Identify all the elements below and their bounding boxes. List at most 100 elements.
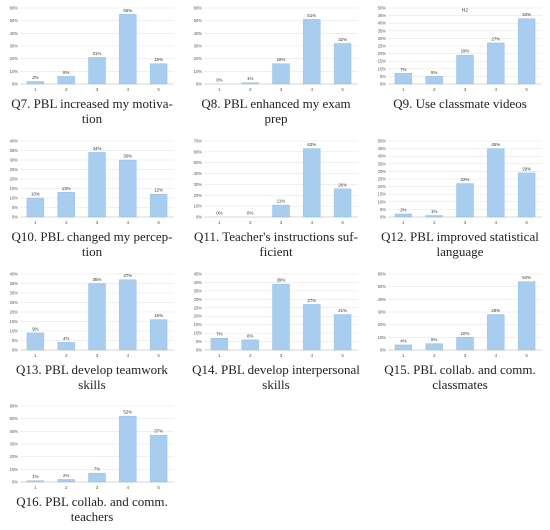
data-label: 55% xyxy=(123,8,132,13)
chart-panel: 0% 10% 20% 30% 40% 50% 60% 70% 0% 1 0% 2 11% 3 63% 4 26%… xyxy=(186,135,366,265)
data-label: 7% xyxy=(216,332,222,337)
data-label: 19% xyxy=(461,49,470,54)
x-tick-label: 1 xyxy=(34,87,37,92)
caption-line: classmates xyxy=(432,377,488,392)
y-tick-label: 25% xyxy=(194,305,203,310)
x-tick-label: 1 xyxy=(218,87,221,92)
caption-line: Q16. PBL collab. and comm. xyxy=(16,494,168,509)
chart-caption: Q10. PBL changed my percep-tion xyxy=(2,229,182,259)
y-tick-label: 20% xyxy=(194,56,203,61)
bar xyxy=(394,73,413,85)
bar xyxy=(487,148,505,218)
y-tick-label: 5% xyxy=(12,205,18,210)
x-tick-label: 1 xyxy=(218,220,221,225)
x-tick-label: 5 xyxy=(157,353,160,358)
bar xyxy=(149,194,168,218)
y-tick-label: 0% xyxy=(196,348,202,353)
x-tick-label: 4 xyxy=(495,87,498,92)
x-tick-label: 2 xyxy=(249,353,252,358)
data-label: 22% xyxy=(461,177,470,182)
data-label: 1% xyxy=(431,209,437,214)
y-tick-label: 45% xyxy=(194,272,203,277)
bar xyxy=(88,283,106,351)
x-tick-label: 2 xyxy=(249,220,252,225)
caption-line: Q9. Use classmate videos xyxy=(393,96,527,111)
x-tick-label: 2 xyxy=(65,353,68,358)
y-tick-label: 60% xyxy=(378,272,387,277)
caption-line: teachers xyxy=(70,509,114,524)
y-tick-label: 30% xyxy=(378,36,387,41)
y-tick-label: 30% xyxy=(10,158,19,163)
caption-line: Q7. PBL increased my motiva- xyxy=(11,96,173,111)
bar xyxy=(333,43,352,85)
y-tick-label: 60% xyxy=(194,6,203,11)
caption-line: Q13. PBL develop teamwork xyxy=(16,362,168,377)
data-label: 13% xyxy=(62,186,71,191)
bar xyxy=(57,342,75,351)
y-tick-label: 50% xyxy=(10,416,19,421)
data-label: 11% xyxy=(277,199,286,204)
y-tick-label: 20% xyxy=(378,322,387,327)
y-tick-label: 35% xyxy=(10,281,19,286)
data-label: 21% xyxy=(338,308,347,313)
x-tick-label: 5 xyxy=(157,485,160,490)
data-label: 29% xyxy=(522,166,531,171)
chart-caption: Q15. PBL collab. and comm. classmates xyxy=(370,362,550,392)
chart-panel: 0% 10% 20% 30% 40% 50% 60% 2% 1 6% 2 21% 3 55% 4 16% 5 Q7… xyxy=(2,2,182,132)
y-tick-label: 5% xyxy=(12,338,18,343)
y-tick-label: 10% xyxy=(10,329,19,334)
y-tick-label: 30% xyxy=(10,44,19,49)
y-tick-label: 0% xyxy=(380,215,386,220)
y-tick-label: 20% xyxy=(10,177,19,182)
data-label: 2% xyxy=(32,75,38,80)
chart-panel: 0% 10% 20% 30% 40% 50% 60% 4% 1 5% 2 10% 3 28% 4 54% 5 Q1… xyxy=(370,268,550,398)
y-tick-label: 40% xyxy=(378,297,387,302)
bar xyxy=(57,192,75,218)
chart-caption: Q14. PBL develop interpersonal skills xyxy=(186,362,366,392)
y-tick-label: 20% xyxy=(10,454,19,459)
data-label: 0% xyxy=(216,78,222,83)
chart-caption: Q11. Teacher's instructions suf-ficient xyxy=(186,229,366,259)
y-tick-label: 50% xyxy=(194,160,203,165)
chart-title: H2 xyxy=(462,8,469,14)
y-tick-label: 35% xyxy=(378,161,387,166)
y-tick-label: 20% xyxy=(378,51,387,56)
y-tick-label: 40% xyxy=(378,154,387,159)
y-tick-label: 0% xyxy=(380,348,386,353)
y-tick-label: 5% xyxy=(380,207,386,212)
y-tick-label: 20% xyxy=(10,56,19,61)
x-tick-label: 3 xyxy=(464,353,467,358)
x-tick-label: 5 xyxy=(341,220,344,225)
bar xyxy=(57,479,75,483)
caption-line: Q14. PBL develop interpersonal xyxy=(192,362,360,377)
bar xyxy=(119,415,137,483)
y-tick-label: 0% xyxy=(12,348,18,353)
y-tick-label: 10% xyxy=(10,196,19,201)
data-label: 63% xyxy=(307,142,316,147)
data-label: 43% xyxy=(522,12,531,17)
bar xyxy=(119,159,137,218)
y-tick-label: 10% xyxy=(10,69,19,74)
bar xyxy=(26,480,45,483)
y-tick-label: 50% xyxy=(378,6,387,11)
y-tick-label: 0% xyxy=(12,215,18,220)
y-tick-label: 25% xyxy=(378,177,387,182)
bar xyxy=(333,314,352,351)
x-tick-label: 3 xyxy=(96,485,99,490)
x-tick-label: 3 xyxy=(280,220,283,225)
x-tick-label: 3 xyxy=(96,353,99,358)
y-tick-label: 15% xyxy=(378,192,387,197)
y-tick-label: 35% xyxy=(194,288,203,293)
y-tick-label: 20% xyxy=(194,314,203,319)
y-tick-label: 25% xyxy=(10,167,19,172)
data-label: 5% xyxy=(431,70,437,75)
y-tick-label: 10% xyxy=(378,335,387,340)
x-tick-label: 1 xyxy=(402,353,405,358)
y-tick-label: 10% xyxy=(10,467,19,472)
caption-line: skills xyxy=(78,377,106,392)
caption-line: Q15. PBL collab. and comm. xyxy=(384,362,536,377)
data-label: 9% xyxy=(32,326,38,331)
y-tick-label: 30% xyxy=(378,310,387,315)
y-tick-label: 10% xyxy=(194,331,203,336)
y-tick-label: 40% xyxy=(194,280,203,285)
